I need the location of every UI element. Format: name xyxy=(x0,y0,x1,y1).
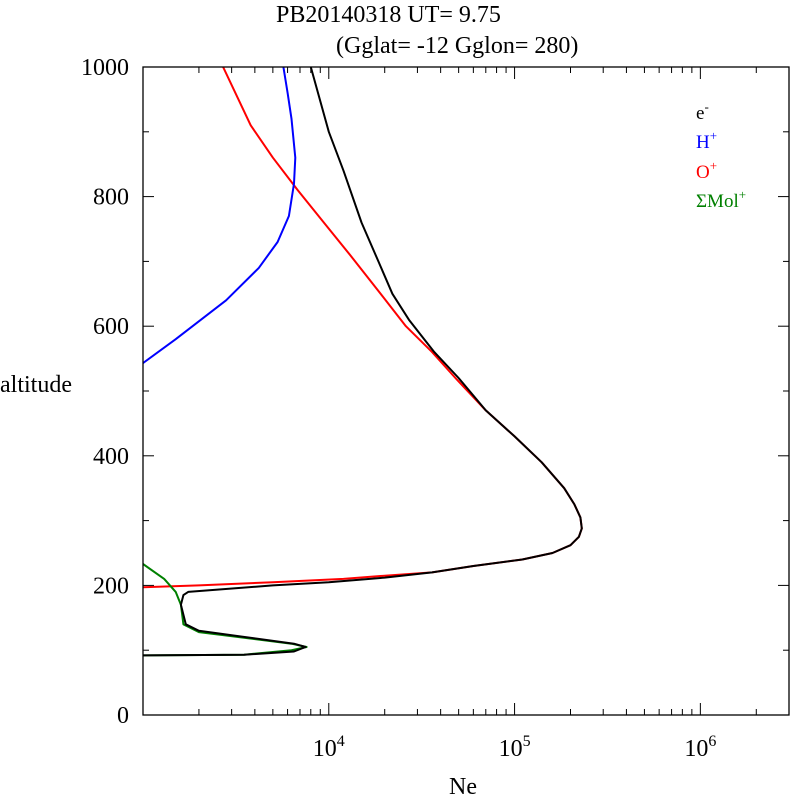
legend-entry: O+ xyxy=(696,158,717,183)
series-layer xyxy=(143,67,583,657)
tick-labels: 0 200 400 600 800 1000 104 105 106 xyxy=(81,55,716,762)
plot-frame xyxy=(142,66,790,716)
series-line-e-minus xyxy=(143,67,583,657)
series-line-h-plus xyxy=(143,67,297,364)
legend: e- H+ O+ ΣMol+ xyxy=(696,99,746,212)
chart-title-line1: PB20140318 UT= 9.75 xyxy=(276,2,501,28)
y-tick-label: 0 xyxy=(117,703,129,729)
legend-entry: ΣMol+ xyxy=(696,187,746,212)
y-tick-label: 400 xyxy=(93,444,129,470)
y-axis-label: altitude xyxy=(0,372,72,398)
legend-entry: e- xyxy=(696,99,709,124)
y-tick-label: 1000 xyxy=(81,55,129,81)
x-tick-label: 104 xyxy=(313,733,345,762)
x-axis-label: Ne xyxy=(449,774,477,796)
y-tick-label: 200 xyxy=(93,573,129,599)
y-tick-label: 800 xyxy=(93,185,129,211)
series-line-o-plus xyxy=(143,67,583,589)
legend-entry: H+ xyxy=(696,128,717,153)
y-tick-label: 600 xyxy=(93,314,129,340)
chart-title-line2: (Gglat= -12 Gglon= 280) xyxy=(336,33,578,59)
x-tick-label: 106 xyxy=(684,733,716,762)
axis-ticks xyxy=(142,66,790,716)
x-tick-label: 105 xyxy=(499,733,531,762)
